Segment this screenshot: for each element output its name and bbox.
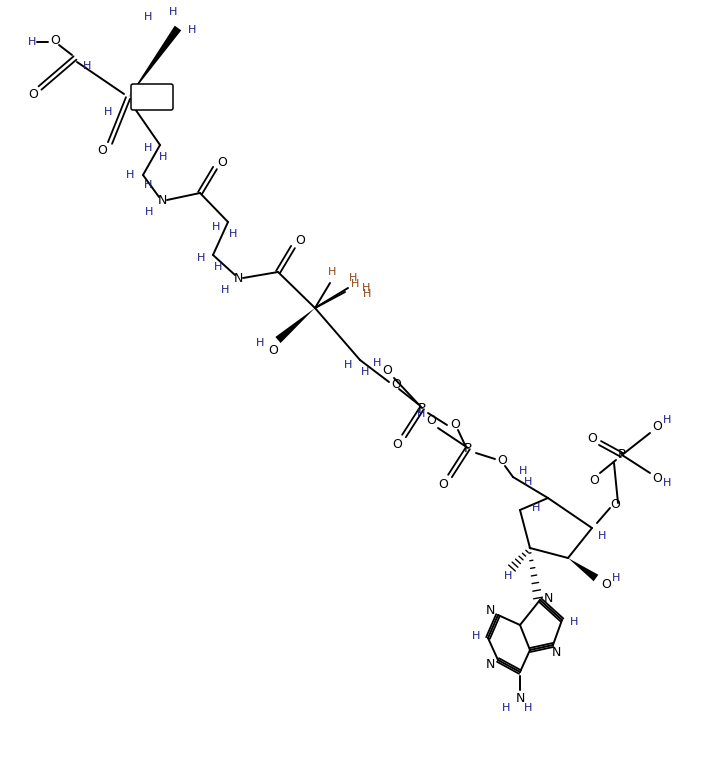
Text: H: H (212, 222, 220, 232)
Text: O: O (382, 364, 392, 377)
Text: Abs: Abs (141, 90, 163, 104)
Text: O: O (438, 478, 448, 490)
Text: H: H (363, 289, 371, 299)
Text: H: H (663, 478, 672, 488)
Text: H: H (472, 631, 480, 641)
Text: N: N (551, 647, 560, 659)
Text: O: O (217, 155, 227, 168)
Text: H: H (524, 477, 532, 487)
Text: H: H (197, 253, 205, 263)
Text: H: H (229, 229, 237, 239)
Text: N: N (485, 657, 494, 671)
Text: H: H (532, 503, 540, 513)
Text: O: O (450, 418, 460, 431)
Text: P: P (464, 441, 472, 455)
Text: O: O (652, 419, 662, 433)
Text: N: N (515, 691, 525, 704)
Text: P: P (618, 449, 626, 462)
Text: H: H (351, 279, 359, 289)
Text: H: H (570, 617, 578, 627)
Text: H: H (502, 703, 510, 713)
Text: H: H (597, 531, 606, 541)
Text: H: H (28, 37, 36, 47)
Text: H: H (144, 180, 152, 190)
Text: N: N (543, 591, 552, 604)
Text: O: O (97, 143, 107, 156)
Text: N: N (233, 271, 242, 284)
Text: O: O (587, 431, 597, 444)
Text: N: N (158, 193, 167, 206)
Text: N: N (485, 604, 494, 618)
Polygon shape (275, 308, 315, 343)
Text: O: O (497, 453, 507, 466)
Text: H: H (144, 143, 152, 153)
Text: H: H (362, 283, 370, 293)
Text: O: O (392, 437, 402, 450)
Text: H: H (104, 107, 113, 117)
Text: H: H (214, 262, 222, 272)
Text: H: H (348, 273, 357, 283)
Text: P: P (418, 402, 426, 415)
Text: O: O (295, 234, 305, 248)
Text: O: O (652, 472, 662, 486)
Text: H: H (361, 367, 370, 377)
Text: H: H (519, 466, 527, 476)
Text: H: H (328, 267, 336, 277)
Text: O: O (610, 499, 620, 512)
Text: O: O (268, 343, 278, 356)
Text: H: H (144, 207, 153, 217)
Text: H: H (504, 571, 512, 581)
Polygon shape (568, 558, 598, 581)
Text: H: H (126, 170, 134, 180)
Text: O: O (28, 87, 38, 101)
Text: H: H (373, 358, 381, 368)
Polygon shape (128, 26, 182, 98)
Text: H: H (417, 409, 425, 419)
Text: H: H (524, 703, 532, 713)
FancyBboxPatch shape (131, 84, 173, 110)
Text: O: O (601, 578, 611, 591)
Text: H: H (188, 25, 196, 35)
Text: H: H (159, 152, 167, 162)
Text: H: H (221, 285, 229, 295)
Text: H: H (612, 573, 620, 583)
Text: H: H (144, 12, 152, 22)
Text: H: H (256, 338, 264, 348)
Text: H: H (344, 360, 352, 370)
Text: H: H (169, 7, 177, 17)
Text: O: O (391, 378, 401, 391)
Text: O: O (589, 474, 599, 487)
Text: H: H (83, 61, 91, 71)
Text: H: H (663, 415, 672, 425)
Text: O: O (426, 415, 436, 428)
Text: O: O (50, 35, 60, 48)
